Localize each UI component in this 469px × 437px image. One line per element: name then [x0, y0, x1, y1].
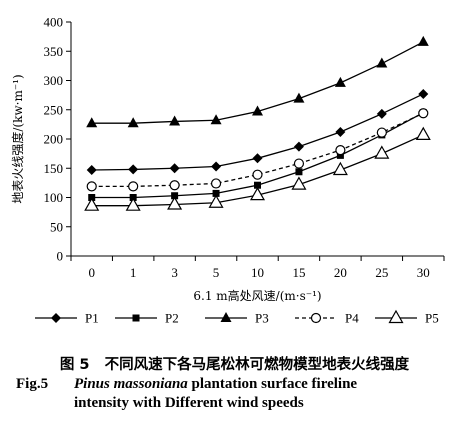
data-point-p5	[249, 186, 266, 201]
legend-item-p4: P4	[295, 311, 359, 326]
legend-item-p5: P5	[375, 309, 439, 326]
data-point-p4	[128, 181, 139, 192]
data-point-p1	[293, 141, 304, 152]
data-point-p3	[86, 117, 98, 128]
data-point-p3	[252, 105, 263, 116]
legend-marker	[51, 313, 61, 323]
y-tick-label: 200	[44, 132, 64, 147]
caption-cn-text: 不同风速下各马尾松林可燃物模型地表火线强度	[104, 357, 410, 373]
y-tick-label: 50	[50, 219, 63, 234]
legend-marker	[310, 312, 322, 324]
legend-label: P3	[255, 311, 269, 326]
data-point-p1	[86, 165, 97, 176]
legend-item-p2: P2	[115, 311, 179, 326]
data-point-p4	[376, 127, 387, 138]
data-point-p5	[374, 145, 390, 159]
data-point-p3	[210, 114, 222, 125]
data-point-p4	[335, 145, 346, 156]
legend-item-p1: P1	[35, 311, 99, 326]
data-point-p1	[335, 126, 346, 137]
y-tick-label: 0	[57, 249, 64, 264]
y-tick-label: 250	[44, 102, 64, 117]
data-point-p4	[293, 158, 305, 169]
data-point-p4	[86, 181, 97, 192]
data-point-p5	[291, 176, 307, 190]
series-p1	[86, 88, 429, 176]
data-point-p4	[252, 169, 263, 180]
x-tick-label: 10	[251, 265, 264, 280]
x-tick-label: 1	[130, 265, 137, 280]
caption-en-label: Fig.5	[16, 376, 49, 392]
caption-en-line2: intensity with Different wind speeds	[74, 395, 304, 411]
data-point-p5	[125, 197, 141, 211]
data-point-p3	[417, 35, 429, 46]
data-point-p4	[210, 178, 222, 189]
series-line-p4	[91, 112, 424, 188]
legend-label: P4	[345, 311, 359, 326]
series-p3	[86, 35, 429, 128]
x-tick-label: 5	[213, 265, 220, 280]
x-tick-label: 0	[88, 265, 95, 280]
fireline-intensity-chart: 0 50 100 150 200 250 300 350 400 0 1 3 5 10 15 20 25 30 6.…	[10, 15, 445, 326]
x-tick-label: 30	[417, 265, 430, 280]
data-point-p3	[334, 76, 346, 87]
axes: 0 50 100 150 200 250 300 350 400 0 1 3 5 10 15 20 25 30 6.…	[10, 15, 445, 303]
figure-caption-english: Fig.5 Pinus massoniana plantation surface…	[16, 375, 456, 413]
x-tick-label: 3	[171, 265, 178, 280]
data-point-p1	[128, 164, 139, 175]
data-point-p2	[295, 168, 303, 176]
data-point-p1	[418, 88, 429, 99]
y-tick-label: 100	[44, 190, 64, 205]
data-point-p1	[376, 108, 387, 119]
legend-marker	[220, 312, 232, 322]
legend: P1 P2 P3 P4 P5	[35, 309, 439, 326]
legend-marker	[388, 309, 404, 324]
data-point-p5	[167, 196, 183, 210]
y-tick-label: 400	[44, 15, 64, 30]
data-point-p5	[415, 126, 431, 141]
legend-label: P1	[85, 311, 99, 326]
legend-marker	[132, 314, 140, 322]
x-tick-label: 20	[334, 265, 347, 280]
legend-item-p3: P3	[205, 311, 269, 326]
x-tick-label: 15	[292, 265, 305, 280]
series-p5	[84, 126, 431, 211]
data-point-p2	[171, 192, 179, 200]
data-point-p5	[332, 161, 348, 176]
data-point-p3	[293, 92, 305, 103]
data-point-p3	[127, 117, 139, 128]
caption-en-line1: plantation surface fireline	[191, 376, 358, 392]
data-point-p1	[252, 153, 263, 164]
data-point-p5	[84, 197, 100, 211]
data-point-p3	[376, 57, 388, 68]
caption-en-species: Pinus massoniana	[74, 376, 188, 392]
series-layer	[84, 35, 431, 211]
data-point-p1	[169, 163, 180, 174]
data-point-p3	[169, 115, 181, 126]
y-axis-title: 地表火线强度/(kw·m⁻¹)	[10, 74, 25, 203]
data-point-p1	[211, 161, 222, 172]
figure-caption-chinese: 图 5 不同风速下各马尾松林可燃物模型地表火线强度	[0, 353, 469, 374]
legend-label: P2	[165, 311, 179, 326]
data-point-p4	[169, 180, 180, 191]
y-tick-label: 150	[44, 161, 64, 176]
legend-label: P5	[425, 311, 439, 326]
y-tick-label: 350	[44, 44, 64, 59]
data-point-p4	[418, 108, 429, 119]
caption-cn-label: 图 5	[59, 357, 90, 373]
data-point-p2	[254, 181, 261, 189]
x-tick-label: 25	[375, 265, 388, 280]
x-axis-title: 6.1 m高处风速/(m·s⁻¹)	[193, 288, 321, 303]
y-tick-label: 300	[44, 73, 64, 88]
series-p4	[86, 108, 429, 192]
data-point-p2	[336, 151, 344, 159]
data-point-p2	[212, 189, 220, 197]
data-point-p5	[208, 194, 224, 208]
